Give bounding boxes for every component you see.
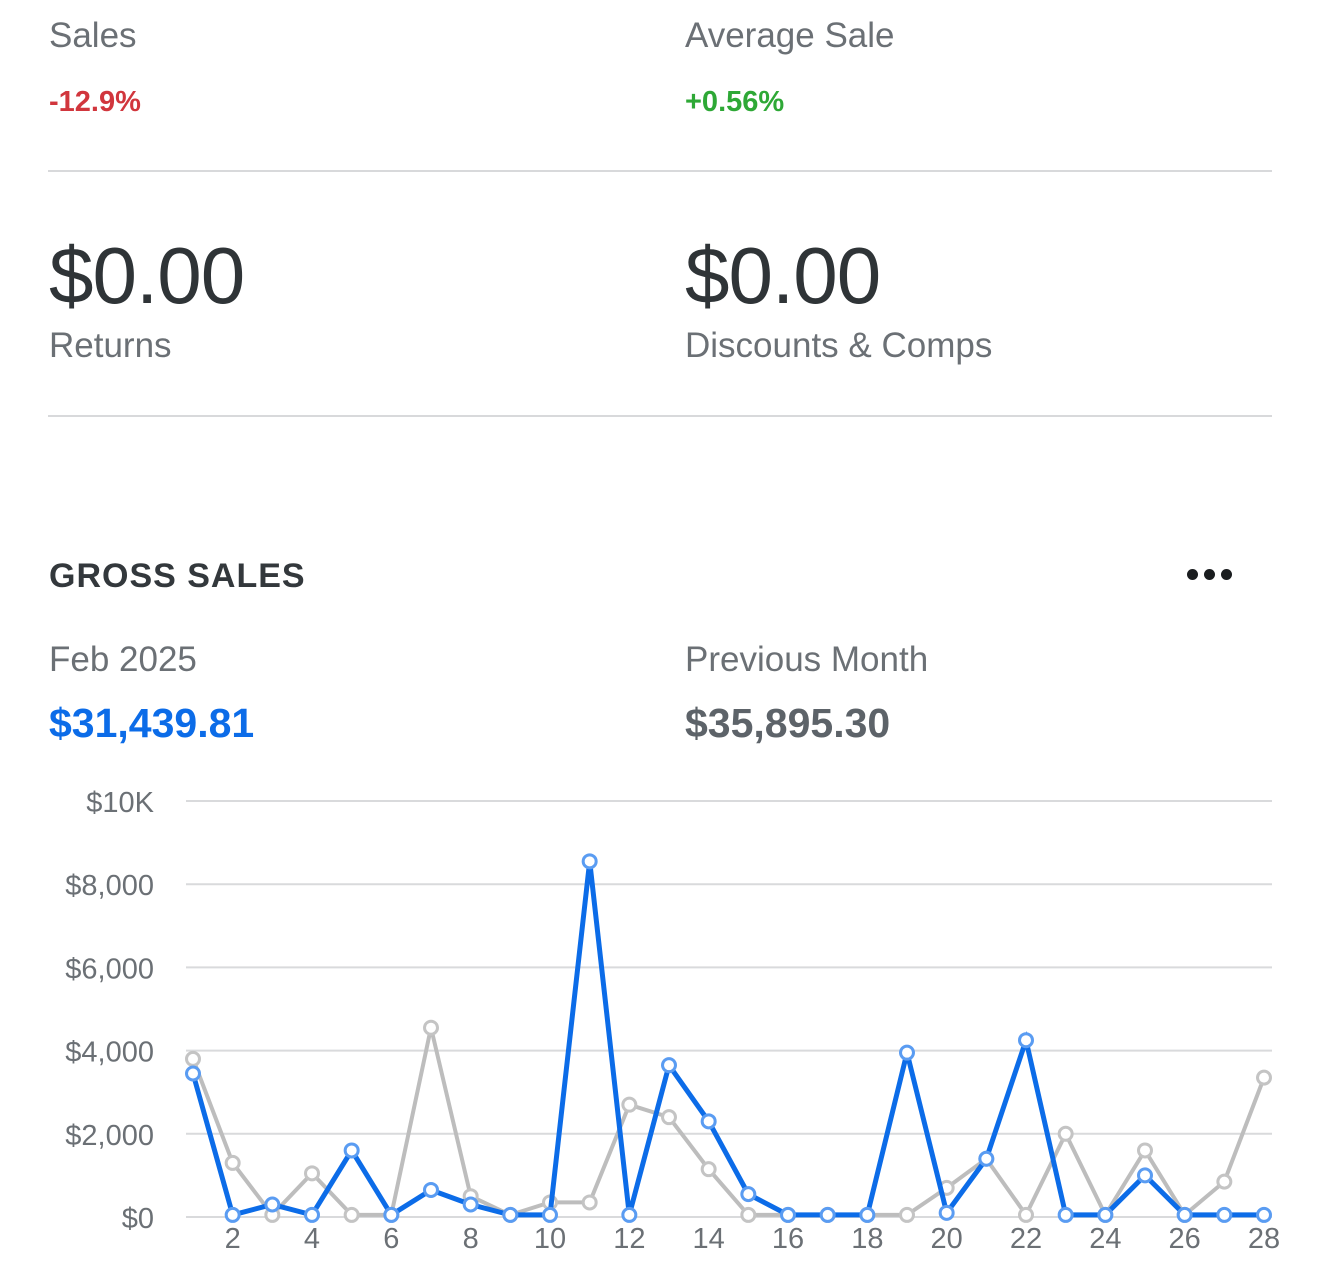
current-month-point[interactable] xyxy=(1057,1206,1074,1223)
divider-mid xyxy=(48,415,1272,417)
previous-month-point[interactable] xyxy=(700,1161,717,1178)
x-tick-label: 24 xyxy=(1089,1223,1121,1255)
current-month-point[interactable] xyxy=(423,1181,439,1198)
current-month-point[interactable] xyxy=(700,1113,717,1130)
x-tick-label: 22 xyxy=(1010,1223,1042,1255)
x-tick-label: 6 xyxy=(383,1223,399,1255)
current-month-point[interactable] xyxy=(859,1206,876,1223)
current-month-point[interactable] xyxy=(1216,1206,1233,1223)
previous-period-value: $35,895.30 xyxy=(685,700,891,746)
current-month-point[interactable] xyxy=(383,1206,400,1223)
current-month-point[interactable] xyxy=(1256,1206,1272,1223)
current-month-point[interactable] xyxy=(224,1206,241,1223)
current-month-point[interactable] xyxy=(343,1142,360,1159)
x-tick-label: 8 xyxy=(463,1223,479,1255)
y-axis-tick-labels: $0 $2,000 $4,000 $6,000 $8,000 $10K xyxy=(65,787,154,1235)
y-tick-label: $8,000 xyxy=(65,870,154,902)
previous-month-point[interactable] xyxy=(899,1206,915,1223)
x-tick-label: 14 xyxy=(693,1223,725,1255)
current-month-point[interactable] xyxy=(264,1196,281,1213)
average-sale-metric-label: Average Sale xyxy=(685,16,895,55)
current-month-point[interactable] xyxy=(978,1150,995,1167)
more-options-button[interactable] xyxy=(1187,569,1232,580)
current-month-point[interactable] xyxy=(899,1044,915,1061)
current-month-point[interactable] xyxy=(1137,1167,1153,1184)
previous-month-point[interactable] xyxy=(343,1206,360,1223)
more-dot-icon xyxy=(1221,569,1232,580)
y-tick-label: $10K xyxy=(86,787,154,819)
current-period-value: $31,439.81 xyxy=(49,700,255,746)
y-tick-label: $0 xyxy=(122,1203,154,1235)
x-tick-label: 20 xyxy=(931,1223,963,1255)
x-tick-label: 26 xyxy=(1169,1223,1201,1255)
x-tick-label: 4 xyxy=(304,1223,320,1255)
returns-label: Returns xyxy=(49,326,172,365)
gross-sales-line-chart[interactable]: $0$2,000$4,000$6,000$8,000$10K 2 4 6 8 10 12 1… xyxy=(0,770,1320,1263)
previous-month-point[interactable] xyxy=(740,1206,757,1223)
y-tick-label: $2,000 xyxy=(65,1120,154,1152)
current-month-point[interactable] xyxy=(740,1186,757,1203)
current-month-series xyxy=(185,853,1272,1223)
current-month-point[interactable] xyxy=(542,1206,558,1223)
sales-metric-label: Sales xyxy=(49,16,137,55)
y-tick-label: $6,000 xyxy=(65,953,154,985)
current-month-point[interactable] xyxy=(780,1206,796,1223)
x-axis-tick-labels: 2 4 6 8 10 12 14 16 18 20 22 24 26 28 xyxy=(225,1223,1281,1255)
current-month-point[interactable] xyxy=(462,1196,479,1213)
current-month-point[interactable] xyxy=(1097,1206,1114,1223)
average-sale-change-value: +0.56% xyxy=(685,86,785,118)
previous-month-point[interactable] xyxy=(224,1154,241,1171)
x-tick-label: 16 xyxy=(772,1223,804,1255)
y-tick-label: $4,000 xyxy=(65,1037,154,1069)
previous-month-line xyxy=(191,1027,1266,1220)
divider-top xyxy=(48,170,1272,172)
current-month-point[interactable] xyxy=(621,1206,638,1223)
current-month-point[interactable] xyxy=(661,1057,677,1074)
current-month-point[interactable] xyxy=(304,1206,320,1223)
x-tick-label: 10 xyxy=(534,1223,566,1255)
current-month-point[interactable] xyxy=(502,1206,519,1223)
previous-month-point[interactable] xyxy=(1216,1173,1233,1190)
previous-month-point[interactable] xyxy=(1018,1206,1034,1223)
previous-month-point[interactable] xyxy=(1256,1069,1272,1086)
previous-month-point[interactable] xyxy=(621,1096,638,1113)
current-month-point[interactable] xyxy=(1018,1032,1034,1049)
more-dot-icon xyxy=(1187,569,1198,580)
current-month-point[interactable] xyxy=(819,1206,836,1223)
sales-change-value: -12.9% xyxy=(49,86,141,118)
x-tick-label: 2 xyxy=(225,1223,241,1255)
current-period-label: Feb 2025 xyxy=(49,640,197,679)
x-tick-label: 12 xyxy=(613,1223,645,1255)
returns-value: $0.00 xyxy=(49,231,245,320)
current-month-point[interactable] xyxy=(1176,1206,1193,1223)
previous-month-point[interactable] xyxy=(1057,1125,1074,1142)
previous-month-point[interactable] xyxy=(581,1194,598,1211)
previous-month-point[interactable] xyxy=(661,1109,677,1126)
x-tick-label: 18 xyxy=(851,1223,883,1255)
current-month-point[interactable] xyxy=(185,1065,201,1082)
chart-series xyxy=(185,853,1272,1223)
current-month-line xyxy=(190,861,1267,1219)
gross-sales-title: GROSS SALES xyxy=(49,557,306,595)
previous-month-point[interactable] xyxy=(185,1050,201,1067)
more-dot-icon xyxy=(1204,569,1215,580)
previous-month-point[interactable] xyxy=(423,1019,439,1036)
discounts-comps-label: Discounts & Comps xyxy=(685,326,993,365)
discounts-comps-value: $0.00 xyxy=(685,231,881,320)
current-month-point[interactable] xyxy=(938,1204,955,1221)
previous-month-point[interactable] xyxy=(304,1165,320,1182)
previous-period-label: Previous Month xyxy=(685,640,929,679)
current-month-point[interactable] xyxy=(581,853,598,870)
x-tick-label: 28 xyxy=(1248,1223,1280,1255)
previous-month-point[interactable] xyxy=(1137,1142,1153,1159)
